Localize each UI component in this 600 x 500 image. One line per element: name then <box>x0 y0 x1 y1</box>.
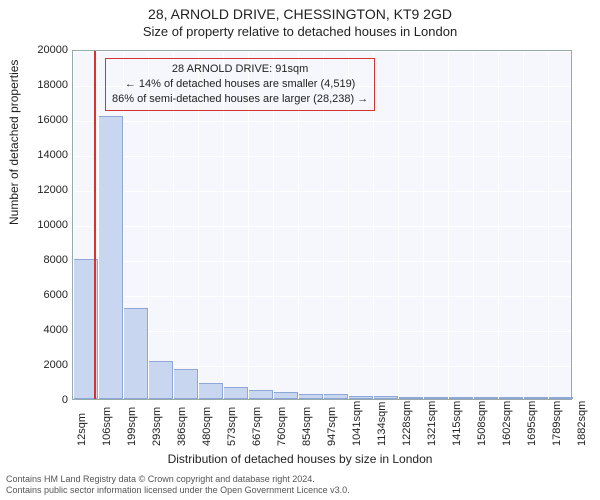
chart-container: 28, ARNOLD DRIVE, CHESSINGTON, KT9 2GD S… <box>0 0 600 500</box>
footer-line-1: Contains HM Land Registry data © Crown c… <box>6 474 350 485</box>
y-tick-label: 14000 <box>8 149 68 161</box>
footer-line-2: Contains public sector information licen… <box>6 485 350 496</box>
x-tick-label: 386sqm <box>176 407 188 446</box>
x-tick-label: 12sqm <box>76 413 88 446</box>
x-tick-label: 1602sqm <box>501 401 513 446</box>
gridline-v <box>398 51 399 399</box>
y-tick-label: 0 <box>8 394 68 406</box>
y-tick-label: 10000 <box>8 219 68 231</box>
x-tick-label: 1695sqm <box>526 401 538 446</box>
histogram-bar <box>98 116 123 400</box>
histogram-bar <box>498 397 523 399</box>
histogram-bar <box>523 397 548 399</box>
histogram-bar <box>448 397 473 399</box>
y-tick-label: 12000 <box>8 184 68 196</box>
histogram-bar <box>248 390 273 399</box>
title-line-2: Size of property relative to detached ho… <box>0 24 600 39</box>
x-tick-label: 573sqm <box>226 407 238 446</box>
gridline-v <box>548 51 549 399</box>
y-tick-label: 2000 <box>8 359 68 371</box>
histogram-bar <box>323 394 348 399</box>
x-tick-label: 1134sqm <box>376 402 388 446</box>
x-tick-label: 854sqm <box>301 407 313 446</box>
x-tick-label: 293sqm <box>151 407 163 446</box>
x-tick-label: 1041sqm <box>351 401 363 446</box>
x-tick-label: 1321sqm <box>426 401 438 446</box>
x-tick-label: 106sqm <box>101 407 113 446</box>
histogram-bar <box>198 383 223 399</box>
x-tick-label: 1789sqm <box>551 401 563 446</box>
histogram-bar <box>373 396 398 399</box>
gridline-v <box>523 51 524 399</box>
histogram-bar <box>398 397 423 399</box>
histogram-bar <box>348 396 373 400</box>
x-tick-label: 760sqm <box>276 407 288 446</box>
gridline-v <box>423 51 424 399</box>
histogram-bar <box>173 369 198 399</box>
histogram-bar <box>273 392 298 399</box>
histogram-bar <box>148 361 173 400</box>
reference-annotation: 28 ARNOLD DRIVE: 91sqm ← 14% of detached… <box>105 58 375 111</box>
y-tick-label: 4000 <box>8 324 68 336</box>
x-axis-label: Distribution of detached houses by size … <box>0 452 600 466</box>
x-tick-label: 1508sqm <box>476 401 488 446</box>
reference-line <box>94 51 96 399</box>
y-tick-label: 18000 <box>8 79 68 91</box>
x-tick-label: 1882sqm <box>576 401 588 446</box>
annotation-line-2: ← 14% of detached houses are smaller (4,… <box>112 77 368 92</box>
annotation-line-3: 86% of semi-detached houses are larger (… <box>112 92 368 107</box>
histogram-bar <box>298 394 323 399</box>
gridline-v <box>98 51 99 399</box>
histogram-bar <box>223 387 248 399</box>
gridline-v <box>73 51 74 399</box>
x-tick-label: 1228sqm <box>401 401 413 446</box>
x-tick-label: 480sqm <box>201 407 213 446</box>
gridline-h <box>73 401 571 402</box>
x-tick-label: 199sqm <box>126 407 138 446</box>
histogram-bar <box>123 308 148 399</box>
gridline-v <box>448 51 449 399</box>
x-tick-label: 667sqm <box>251 407 263 446</box>
gridline-v <box>473 51 474 399</box>
y-tick-label: 6000 <box>8 289 68 301</box>
x-tick-label: 1415sqm <box>451 401 463 446</box>
x-tick-label: 947sqm <box>326 407 338 446</box>
title-line-1: 28, ARNOLD DRIVE, CHESSINGTON, KT9 2GD <box>0 6 600 22</box>
y-tick-label: 20000 <box>8 44 68 56</box>
histogram-bar <box>548 397 573 399</box>
annotation-line-1: 28 ARNOLD DRIVE: 91sqm <box>112 62 368 77</box>
y-tick-label: 16000 <box>8 114 68 126</box>
gridline-v <box>498 51 499 399</box>
gridline-v <box>573 51 574 399</box>
histogram-bar <box>423 397 448 399</box>
footer-attribution: Contains HM Land Registry data © Crown c… <box>6 474 350 496</box>
y-tick-label: 8000 <box>8 254 68 266</box>
histogram-bar <box>473 397 498 399</box>
